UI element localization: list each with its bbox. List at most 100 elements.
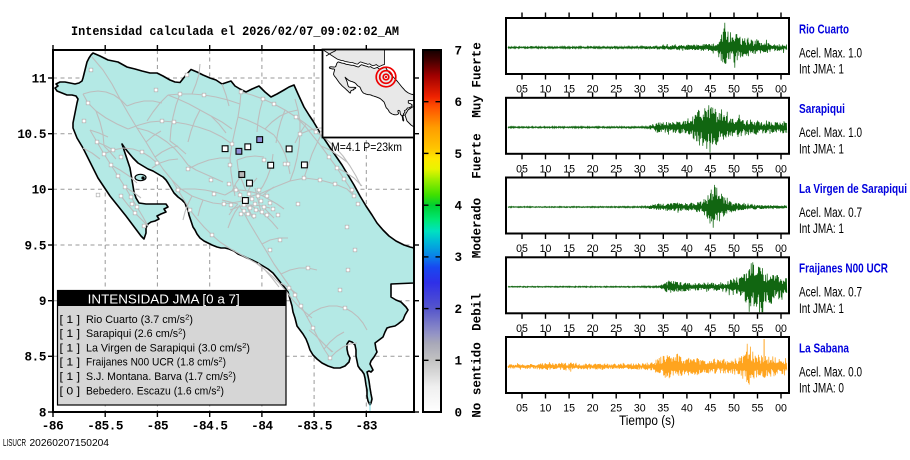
svg-text:-85.5: -85.5 (87, 420, 123, 434)
svg-text:45: 45 (705, 323, 717, 335)
svg-text:No sentido: No sentido (471, 342, 485, 418)
svg-text:45: 45 (705, 403, 717, 415)
svg-text:25: 25 (610, 163, 622, 175)
svg-text:Fraijanes N00 UCR (1.8 cm/s2): Fraijanes N00 UCR (1.8 cm/s2) (86, 355, 226, 369)
svg-text:15: 15 (563, 403, 575, 415)
svg-text:40: 40 (681, 243, 693, 255)
svg-text:Rio Cuarto: Rio Cuarto (799, 21, 849, 36)
svg-text:[ 1 ]: [ 1 ] (60, 328, 81, 340)
svg-text:Fuerte: Fuerte (471, 133, 485, 178)
svg-text:S.J. Montana. Barva (1.7 cm/s2: S.J. Montana. Barva (1.7 cm/s2) (86, 370, 236, 384)
svg-text:55: 55 (752, 243, 764, 255)
svg-text:9.5: 9.5 (25, 239, 46, 253)
svg-text:Sarapiqui: Sarapiqui (799, 101, 845, 116)
svg-text:55: 55 (752, 323, 764, 335)
svg-text:15: 15 (563, 323, 575, 335)
svg-text:-83.5: -83.5 (296, 420, 332, 434)
svg-text:05: 05 (516, 403, 528, 415)
svg-text:15: 15 (563, 243, 575, 255)
svg-text:40: 40 (681, 403, 693, 415)
svg-text:45: 45 (705, 243, 717, 255)
svg-text:25: 25 (610, 403, 622, 415)
svg-text:40: 40 (681, 84, 693, 96)
svg-text:La Virgen de Sarapiqui: La Virgen de Sarapiqui (799, 181, 907, 196)
svg-text:10: 10 (540, 163, 552, 175)
svg-text:55: 55 (752, 84, 764, 96)
svg-text:30: 30 (634, 243, 646, 255)
svg-text:Bebedero. Escazu (1.6 cm/s2): Bebedero. Escazu (1.6 cm/s2) (86, 384, 224, 398)
svg-text:Int JMA: 1: Int JMA: 1 (799, 221, 844, 236)
svg-text:20260207150204: 20260207150204 (30, 437, 110, 449)
svg-text:Muy Fuerte: Muy Fuerte (471, 42, 485, 118)
svg-text:LISUCR: LISUCR (3, 437, 26, 449)
svg-text:50: 50 (728, 84, 740, 96)
svg-text:0: 0 (455, 406, 463, 420)
svg-text:8: 8 (39, 406, 46, 420)
svg-text:La Virgen de Sarapiqui (3.0 cm: La Virgen de Sarapiqui (3.0 cm/s 2) (86, 341, 250, 355)
svg-text:5: 5 (455, 148, 463, 162)
svg-text:6: 6 (455, 96, 463, 110)
svg-text:35: 35 (657, 403, 669, 415)
svg-text:Int JMA: 1: Int JMA: 1 (799, 141, 844, 156)
svg-text:3: 3 (455, 251, 463, 265)
svg-text:25: 25 (610, 84, 622, 96)
svg-text:La Sabana: La Sabana (799, 340, 850, 355)
svg-text:20: 20 (587, 163, 599, 175)
svg-text:Sarapiqui (2.6 cm/s2): Sarapiqui (2.6 cm/s2) (86, 327, 186, 341)
svg-text:30: 30 (634, 84, 646, 96)
svg-text:50: 50 (728, 323, 740, 335)
svg-text:00: 00 (775, 163, 787, 175)
svg-text:Fraijanes N00 UCR: Fraijanes N00 UCR (799, 261, 888, 276)
svg-text:8.5: 8.5 (25, 351, 46, 365)
svg-text:50: 50 (728, 163, 740, 175)
svg-text:30: 30 (634, 403, 646, 415)
svg-text:Acel. Max. 1.0: Acel. Max. 1.0 (799, 125, 862, 140)
svg-text:Acel. Max. 0.0: Acel. Max. 0.0 (799, 364, 862, 379)
svg-text:25: 25 (610, 243, 622, 255)
svg-text:00: 00 (775, 84, 787, 96)
svg-text:Rio Cuarto (3.7 cm/s2): Rio Cuarto (3.7 cm/s 2) (86, 312, 193, 326)
svg-text:20: 20 (587, 403, 599, 415)
svg-text:INTENSIDAD JMA [0 a 7]: INTENSIDAD JMA [0 a 7] (88, 291, 240, 306)
svg-text:35: 35 (657, 163, 669, 175)
svg-text:55: 55 (752, 403, 764, 415)
svg-text:50: 50 (728, 243, 740, 255)
svg-text:Intensidad calculada el 2026/0: Intensidad calculada el 2026/02/07_09:02… (71, 25, 399, 39)
svg-text:Tiempo (s): Tiempo (s) (619, 413, 675, 428)
svg-text:15: 15 (563, 84, 575, 96)
svg-text:30: 30 (634, 323, 646, 335)
svg-text:7: 7 (455, 44, 463, 58)
svg-text:50: 50 (728, 403, 740, 415)
svg-text:25: 25 (610, 323, 622, 335)
svg-text:10: 10 (540, 84, 552, 96)
svg-text:10.5: 10.5 (17, 128, 46, 142)
svg-text:00: 00 (775, 403, 787, 415)
svg-text:[ 1 ]: [ 1 ] (60, 314, 81, 326)
svg-text:55: 55 (752, 163, 764, 175)
svg-text:20: 20 (587, 243, 599, 255)
svg-text:-84: -84 (251, 420, 273, 434)
svg-text:10: 10 (540, 243, 552, 255)
svg-text:-86: -86 (42, 420, 63, 434)
svg-text:Acel. Max. 0.7: Acel. Max. 0.7 (799, 205, 862, 220)
svg-text:Int JMA: 1: Int JMA: 1 (799, 62, 844, 77)
svg-text:Int JMA: 1: Int JMA: 1 (799, 301, 844, 316)
svg-text:-84.5: -84.5 (192, 420, 228, 434)
svg-text:30: 30 (634, 163, 646, 175)
svg-text:M=4.1 P=23km: M=4.1 P=23km (331, 140, 402, 154)
svg-text:45: 45 (705, 163, 717, 175)
svg-text:15: 15 (563, 163, 575, 175)
svg-text:Int JMA: 0: Int JMA: 0 (799, 381, 844, 396)
svg-text:35: 35 (657, 323, 669, 335)
svg-text:05: 05 (516, 163, 528, 175)
svg-text:00: 00 (775, 323, 787, 335)
svg-text:40: 40 (681, 163, 693, 175)
svg-text:40: 40 (681, 323, 693, 335)
svg-text:20: 20 (587, 84, 599, 96)
svg-text:Debil: Debil (471, 293, 485, 331)
svg-text:9: 9 (39, 295, 46, 309)
svg-text:10: 10 (540, 323, 552, 335)
svg-text:35: 35 (657, 243, 669, 255)
svg-text:[ 1 ]: [ 1 ] (60, 342, 81, 354)
svg-text:-83: -83 (356, 420, 377, 434)
